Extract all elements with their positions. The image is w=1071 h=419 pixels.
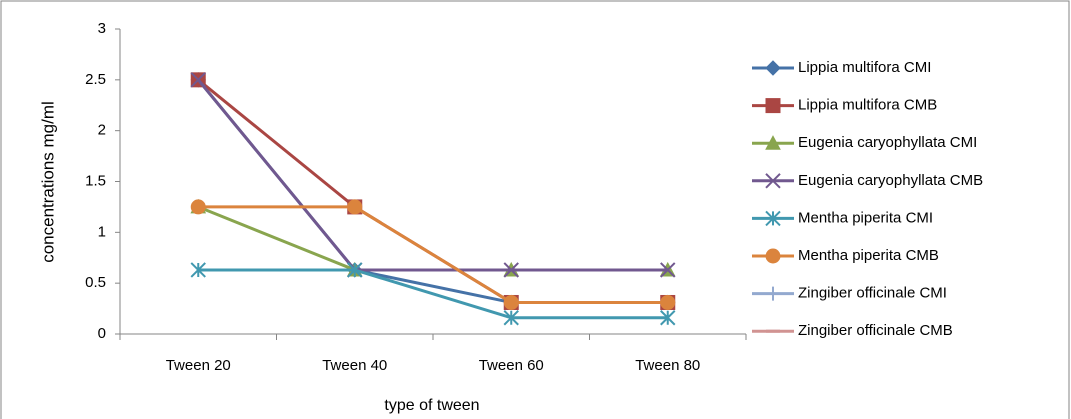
x-tick-label: Tween 40 [322,357,387,374]
marker [347,262,363,278]
x-tick-label: Tween 20 [166,357,231,374]
marker [765,60,781,76]
marker [765,98,781,114]
x-axis-title: type of tween [384,397,479,414]
marker [503,310,519,326]
legend-label: Mentha piperita CMI [798,209,933,226]
marker [765,248,781,264]
marker [766,286,780,301]
legend-label: Zingiber officinale CMI [798,285,947,302]
marker [503,262,519,278]
marker [660,294,676,310]
legend-label: Eugenia caryophyllata CMB [798,172,983,189]
marker [765,173,781,189]
legend: Lippia multifora CMI Lippia multifora CMB… [752,59,983,339]
legend-label: Lippia multifora CMI [798,59,931,76]
y-tick-label: 0.5 [85,274,106,291]
legend-label: Eugenia caryophyllata CMI [798,134,977,151]
marker [765,210,781,227]
marker [660,262,676,278]
y-axis-title: concentrations mg/ml [38,101,57,263]
y-tick-label: 2 [98,122,106,139]
legend-label: Zingiber officinale CMB [798,322,953,339]
series-line [197,78,668,272]
series-line [198,268,668,320]
marker [347,199,363,215]
x-tick-label: Tween 80 [635,357,700,374]
y-tick-label: 1 [98,223,106,240]
legend-label: Lippia multifora CMB [798,97,937,114]
series-line [198,205,668,304]
y-tick-label: 2.5 [85,71,106,88]
marker [660,310,676,326]
marker [503,294,519,310]
y-tick-label: 3 [98,20,106,37]
marker [190,262,206,278]
marker [765,135,781,150]
marker [190,199,206,215]
legend-label: Mentha piperita CMB [798,247,939,264]
y-tick-label: 0 [98,325,106,342]
x-tick-label: Tween 60 [479,357,544,374]
marker [190,72,206,88]
y-tick-label: 1.5 [85,172,106,189]
